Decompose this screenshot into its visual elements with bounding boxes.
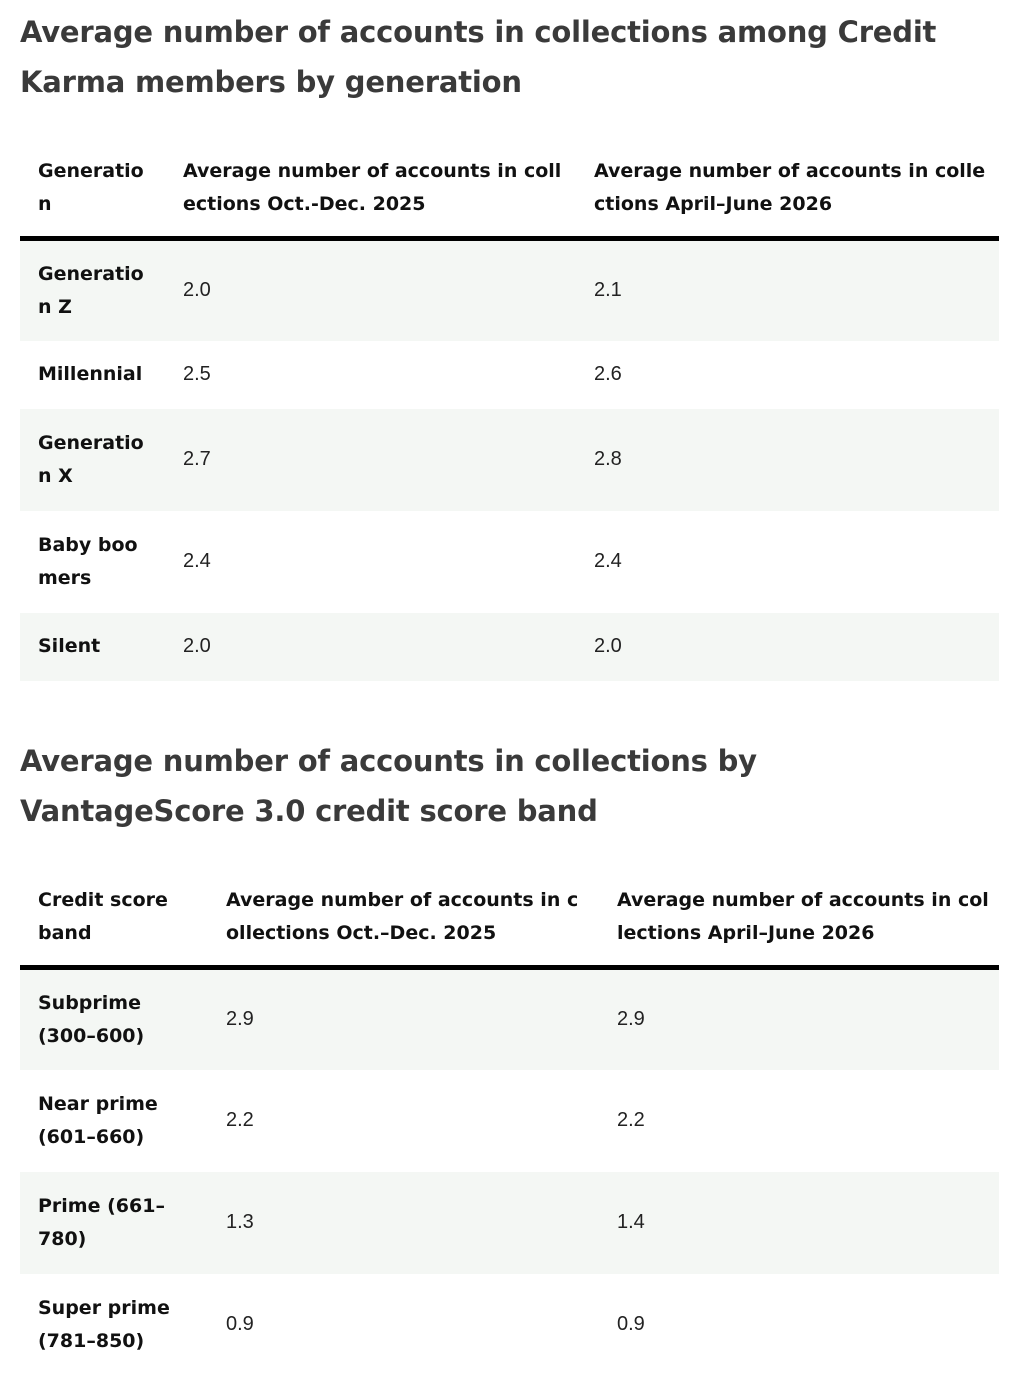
column-header-oct-dec-2025: Average number of accounts in collection… — [208, 869, 599, 970]
value-apr-jun-2026: 0.9 — [617, 1313, 645, 1335]
value-apr-jun-2026: 2.8 — [576, 408, 999, 511]
table-row: Generation Z 2.0 2.1 — [20, 238, 999, 341]
generation-table-title: Average number of accounts in collection… — [20, 15, 937, 99]
value-oct-dec-2025: 2.0 — [165, 612, 576, 681]
table-row: Baby boomers 2.4 2.4 — [20, 511, 999, 613]
value-apr-jun-2026: 2.4 — [594, 550, 622, 572]
table-row: Near prime (601–660) 2.2 2.2 — [20, 1070, 999, 1172]
value-apr-jun-2026: 2.6 — [594, 363, 622, 385]
value-oct-dec-2025: 2.5 — [183, 363, 211, 385]
value-apr-jun-2026: 2.2 — [617, 1109, 645, 1131]
generation-table: Generation Average number of accounts in… — [20, 140, 999, 681]
value-oct-dec-2025: 0.9 — [226, 1313, 254, 1335]
column-header-apr-jun-2026: Average number of accounts in collection… — [599, 869, 999, 970]
row-label: Prime (661–780) — [20, 1171, 208, 1274]
table-row: Super prime (781–850) 0.9 0.9 — [20, 1274, 999, 1376]
value-apr-jun-2026: 1.4 — [599, 1171, 999, 1274]
credit-score-band-table: Credit score band Average number of acco… — [20, 869, 999, 1376]
credit-score-table-title: Average number of accounts in collection… — [20, 744, 757, 828]
value-oct-dec-2025: 2.2 — [226, 1109, 254, 1131]
value-apr-jun-2026: 2.9 — [599, 967, 999, 1070]
value-oct-dec-2025: 2.7 — [165, 408, 576, 511]
row-label: Silent — [20, 612, 165, 681]
value-apr-jun-2026: 2.0 — [576, 612, 999, 681]
row-label: Baby boomers — [38, 533, 138, 589]
value-apr-jun-2026: 2.1 — [576, 238, 999, 341]
row-label: Millennial — [38, 363, 143, 385]
table-row: Prime (661–780) 1.3 1.4 — [20, 1171, 999, 1274]
row-label: Generation Z — [20, 238, 165, 341]
row-label: Subprime (300–600) — [20, 967, 208, 1070]
table-row: Millennial 2.5 2.6 — [20, 341, 999, 409]
column-header-generation: Generation — [20, 140, 165, 241]
table-header-row: Generation Average number of accounts in… — [20, 140, 999, 241]
column-header-apr-jun-2026: Average number of accounts in collection… — [576, 140, 999, 241]
row-label: Near prime (601–660) — [38, 1092, 158, 1148]
table-row: Subprime (300–600) 2.9 2.9 — [20, 967, 999, 1070]
value-oct-dec-2025: 1.3 — [208, 1171, 599, 1274]
column-header-credit-score-band: Credit score band — [20, 869, 208, 970]
value-oct-dec-2025: 2.0 — [165, 238, 576, 341]
row-label: Super prime (781–850) — [38, 1296, 170, 1352]
table-row: Generation X 2.7 2.8 — [20, 408, 999, 511]
column-header-oct-dec-2025: Average number of accounts in collection… — [165, 140, 576, 241]
value-oct-dec-2025: 2.4 — [183, 550, 211, 572]
value-oct-dec-2025: 2.9 — [208, 967, 599, 1070]
table-header-row: Credit score band Average number of acco… — [20, 869, 999, 970]
table-row: Silent 2.0 2.0 — [20, 612, 999, 681]
row-label: Generation X — [20, 408, 165, 511]
